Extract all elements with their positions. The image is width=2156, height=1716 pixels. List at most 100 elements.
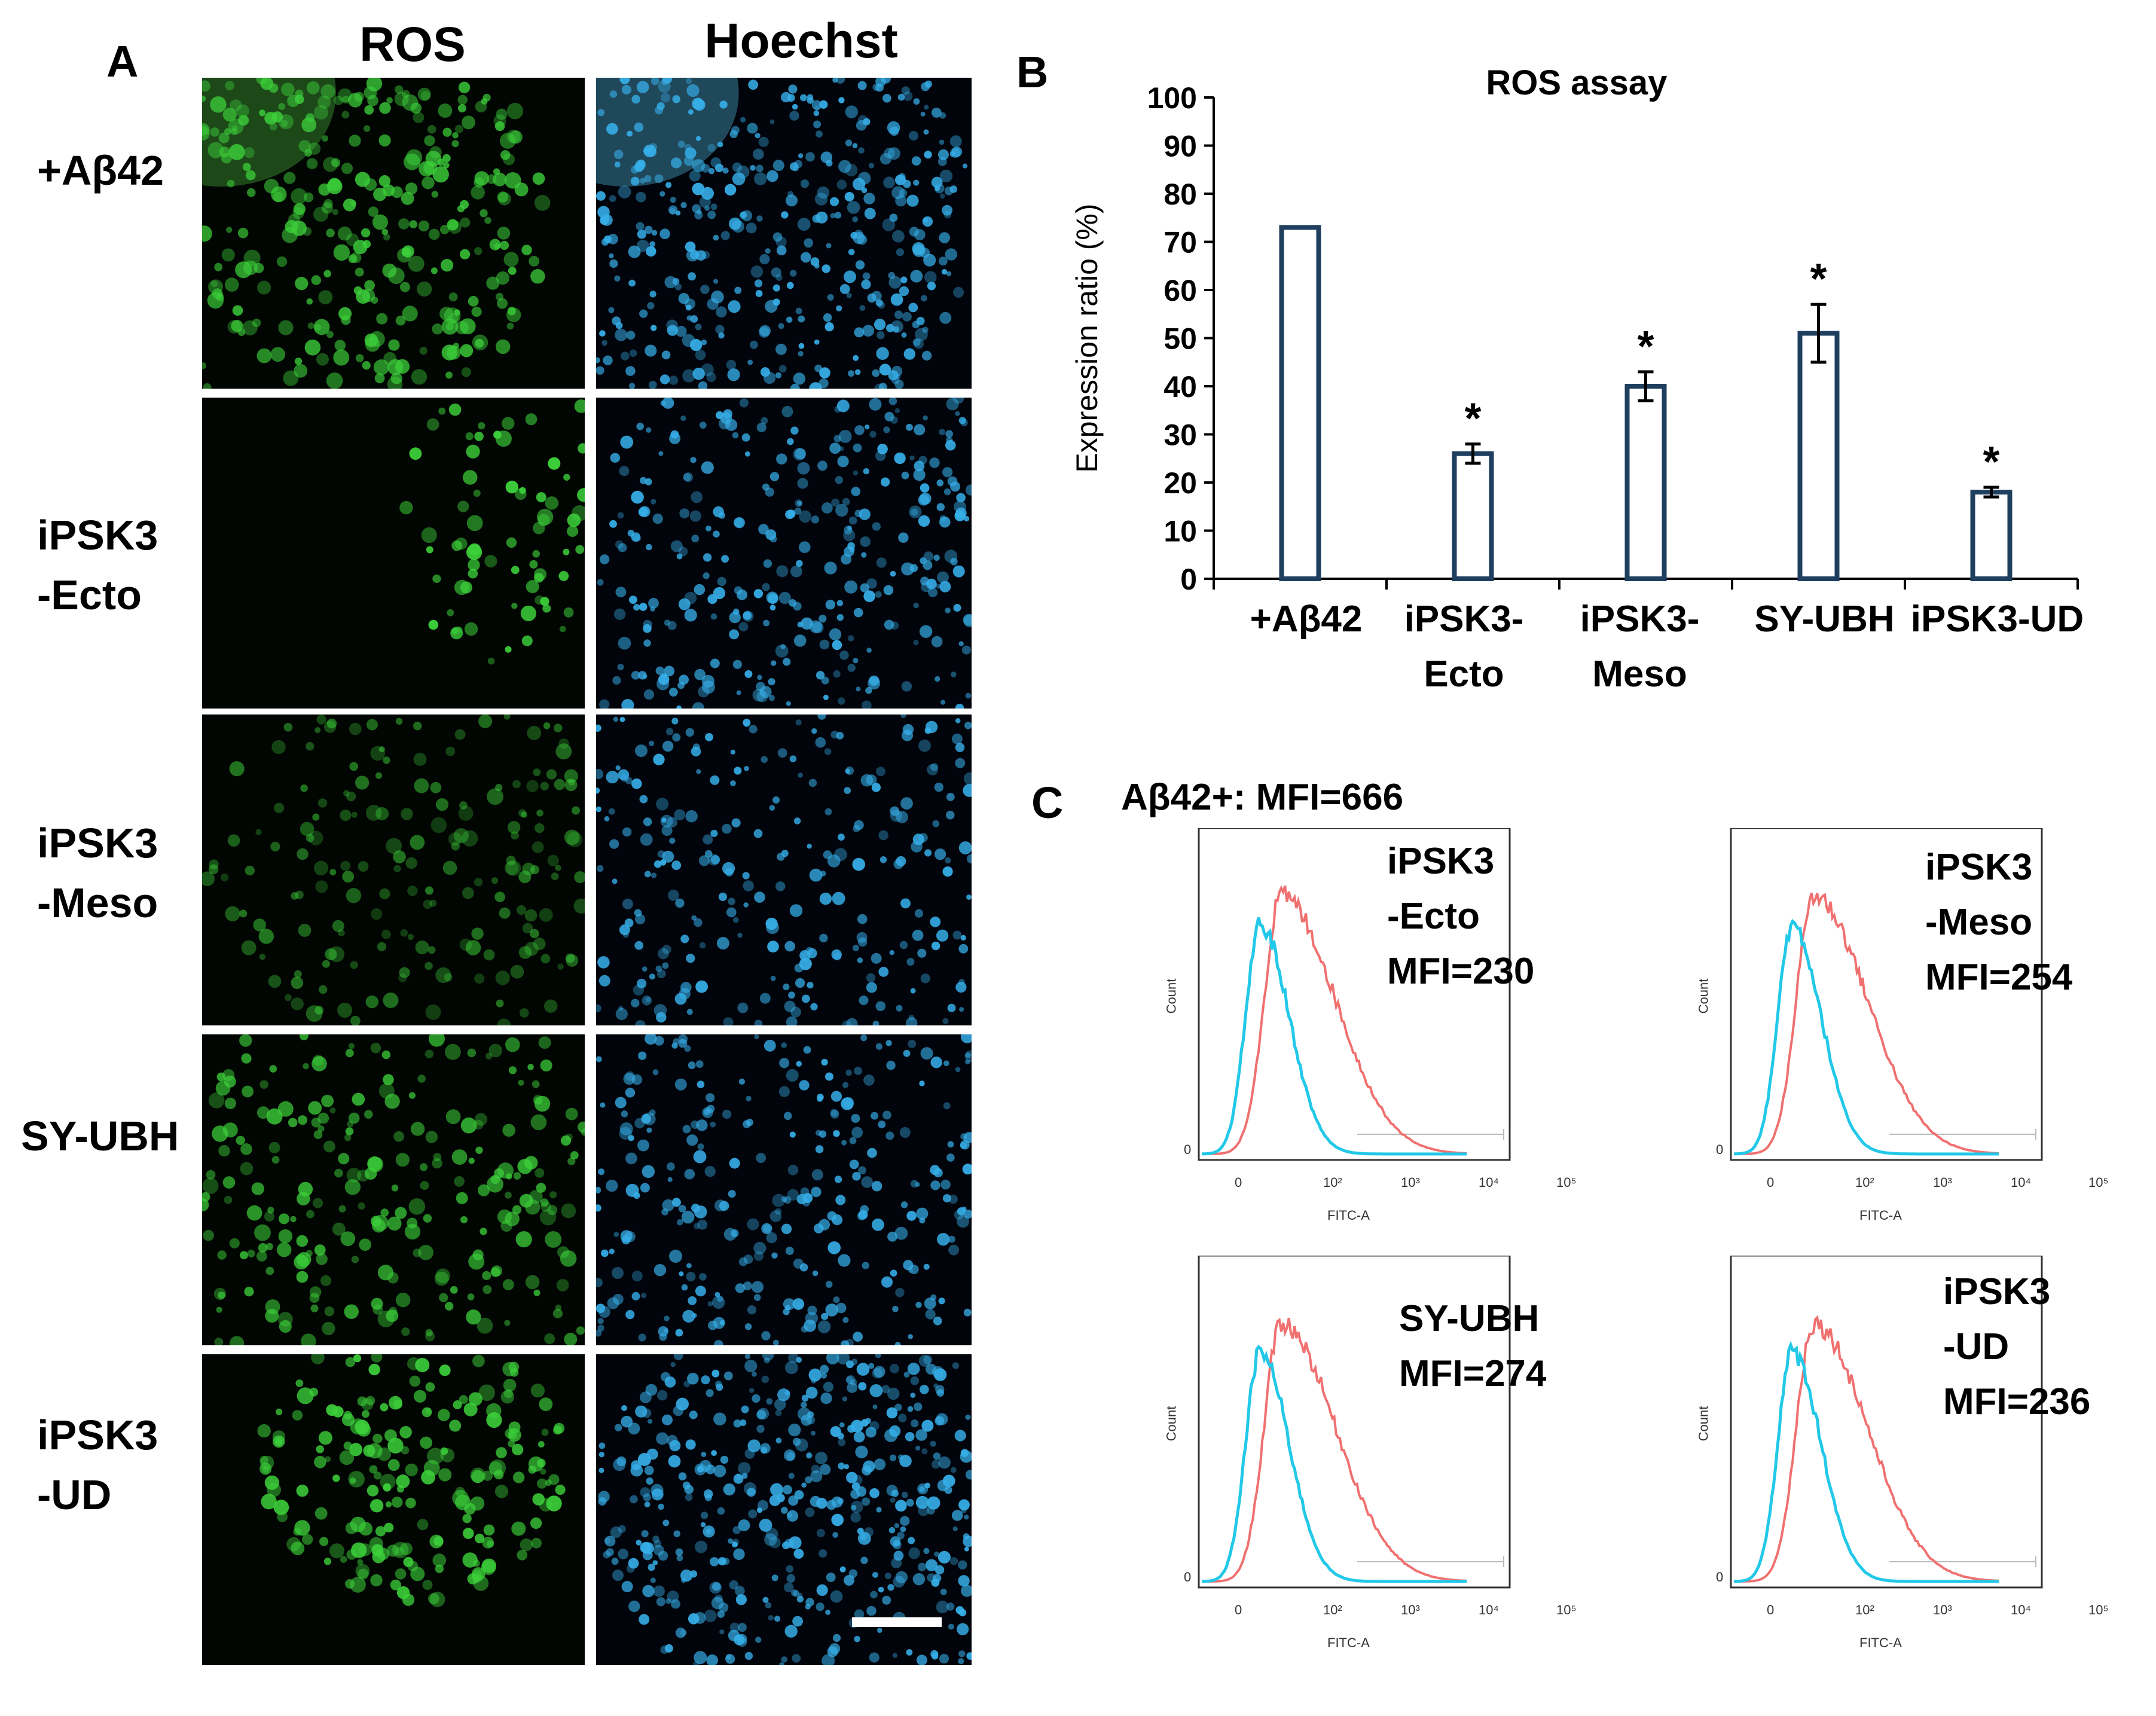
row-label-1: iPSK3 -Ecto: [37, 505, 158, 625]
flow-label-line: MFI=236: [1943, 1381, 2091, 1422]
flow-label-2: SY-UBH MFI=274: [1399, 1291, 1546, 1401]
y-tick-label: 40: [1163, 370, 1197, 404]
histogram-frame: [1730, 1256, 2043, 1589]
row-label-0: +Aβ42: [37, 141, 164, 200]
fitc-axis-label: FITC-A: [1327, 1635, 1370, 1650]
count-axis-label: Count: [1163, 978, 1179, 1013]
ros-image-row-4: [202, 1354, 585, 1665]
row-label-2: iPSK3 -Meso: [37, 813, 158, 933]
flow-label-0: iPSK3 -Ecto MFI=230: [1387, 834, 1534, 999]
fitc-tick-label: 10³: [1401, 1175, 1420, 1190]
fitc-tick-label: 0: [1767, 1602, 1775, 1617]
category-label-2: Meso: [1592, 654, 1687, 695]
flow-label-line: -UD: [1943, 1326, 2010, 1367]
category-label-2: iPSK3-: [1580, 599, 1700, 640]
fitc-axis-label: FITC-A: [1859, 1635, 1902, 1650]
hoechst-image-row-4: [596, 1354, 972, 1665]
histogram-frame: [1730, 828, 2043, 1161]
fitc-tick-label: 10²: [1323, 1175, 1342, 1190]
treated-histogram-curve: [1201, 1345, 1467, 1583]
ros-image-row-0: [202, 78, 585, 389]
y-tick-label: 30: [1163, 419, 1197, 452]
fitc-tick-label: 10³: [1401, 1602, 1420, 1617]
treated-histogram-curve: [1733, 918, 1999, 1156]
row-label-3: SY-UBH: [21, 1106, 179, 1166]
fitc-tick-label: 10²: [1855, 1175, 1874, 1190]
row-label-line: SY-UBH: [21, 1113, 179, 1159]
flow-label-line: MFI=274: [1399, 1353, 1547, 1394]
count-axis-label: Count: [1696, 1406, 1711, 1441]
y-tick-label: 10: [1163, 515, 1197, 548]
histogram-frame: [1198, 828, 1511, 1161]
fitc-tick-label: 10⁴: [2011, 1175, 2031, 1190]
panel-b-letter: B: [1016, 47, 1049, 97]
significance-star-1: *: [1464, 395, 1481, 443]
flow-histogram-3: 0 Count 0 10² 10³ 10⁴ 10⁵ FITC-A: [1641, 1256, 2120, 1674]
count-axis-label: Count: [1163, 1406, 1179, 1441]
y-tick-label: 70: [1163, 226, 1197, 259]
flow-label-line: iPSK3: [1387, 841, 1495, 882]
bar-0: [1279, 225, 1321, 582]
row-label-line: -Ecto: [37, 572, 142, 618]
ros-image-row-1: [202, 398, 585, 709]
ros-image-row-3: [202, 1034, 585, 1345]
fitc-tick-label: 10⁴: [2011, 1602, 2031, 1617]
flow-histogram-2: 0 Count 0 10² 10³ 10⁴ 10⁵ FITC-A: [1109, 1256, 1587, 1674]
category-label-0: +Aβ42: [1250, 599, 1363, 640]
row-label-line: -Meso: [37, 880, 158, 926]
fitc-tick-label: 0: [1235, 1175, 1242, 1190]
bar-2: [1624, 384, 1667, 581]
category-label-1: Ecto: [1424, 654, 1504, 695]
y-zero-label: 0: [1716, 1570, 1724, 1584]
control-mfi-label: Aβ42+: MFI=666: [1121, 777, 1404, 818]
fitc-tick-label: 10²: [1855, 1602, 1874, 1617]
fitc-axis-label: FITC-A: [1327, 1208, 1370, 1223]
panel-c-letter: C: [1031, 778, 1064, 828]
fitc-tick-label: 10⁵: [1556, 1175, 1577, 1190]
category-label-4: iPSK3-UD: [1911, 599, 2084, 640]
significance-star-2: *: [1637, 323, 1654, 371]
significance-star-4: *: [1983, 438, 1999, 486]
fitc-tick-label: 10⁴: [1479, 1175, 1499, 1190]
y-tick-label: 60: [1163, 274, 1197, 307]
bar-4: [1970, 490, 2013, 581]
fitc-tick-label: 10³: [1933, 1602, 1952, 1617]
control-histogram-curve: [1734, 1315, 1999, 1583]
ros-assay-chart: ROS assay 0 10 20 30 40 50 60 70 80 90 100 Expressio…: [1016, 48, 2152, 741]
chart-title: ROS assay: [1486, 63, 1667, 102]
ros-assay-bar-svg: ROS assay 0 10 20 30 40 50 60 70 80 90 100 Expressio…: [1070, 63, 2084, 695]
flow-label-line: -Meso: [1925, 902, 2033, 943]
fitc-tick-label: 10⁵: [2088, 1175, 2109, 1190]
fitc-tick-label: 10⁵: [1556, 1602, 1577, 1617]
flow-histogram-1: 0 Count 0 10² 10³ 10⁴ 10⁵ FITC-A: [1641, 828, 2120, 1247]
row-label-line: iPSK3: [37, 820, 158, 866]
hoechst-image-row-1: [596, 398, 972, 709]
histogram-frame: [1198, 1256, 1511, 1589]
flow-label-line: iPSK3: [1925, 847, 2033, 888]
flow-label-line: iPSK3: [1943, 1271, 2051, 1312]
fitc-tick-label: 0: [1767, 1175, 1775, 1190]
category-label-1: iPSK3-: [1404, 599, 1524, 640]
row-label-4: iPSK3 -UD: [37, 1405, 158, 1525]
fitc-tick-label: 10⁴: [1479, 1602, 1499, 1617]
y-tick-label: 80: [1163, 178, 1197, 211]
treated-histogram-curve: [1733, 1341, 1999, 1583]
panel-a-letter: A: [106, 36, 139, 86]
column-heading-ros: ROS: [359, 17, 466, 72]
row-label-line: iPSK3: [37, 512, 158, 558]
bar-1: [1452, 451, 1494, 582]
flow-label-line: -Ecto: [1387, 896, 1480, 937]
scale-bar: [852, 1617, 942, 1627]
y-tick-label: 0: [1180, 563, 1197, 596]
row-label-line: +Aβ42: [37, 147, 164, 194]
fitc-tick-label: 10³: [1933, 1175, 1952, 1190]
control-histogram-curve: [1202, 885, 1467, 1155]
hoechst-image-row-0: [596, 78, 972, 389]
hoechst-image-row-3: [596, 1034, 972, 1345]
flow-histogram-0: 0 Count 0 10² 10³ 10⁴ 10⁵ FITC-A: [1109, 828, 1587, 1247]
treated-histogram-curve: [1201, 917, 1467, 1156]
flow-label-3: iPSK3 -UD MFI=236: [1943, 1265, 2090, 1430]
hoechst-image-row-2: [596, 715, 972, 1025]
count-axis-label: Count: [1696, 978, 1711, 1013]
y-zero-label: 0: [1716, 1142, 1724, 1157]
